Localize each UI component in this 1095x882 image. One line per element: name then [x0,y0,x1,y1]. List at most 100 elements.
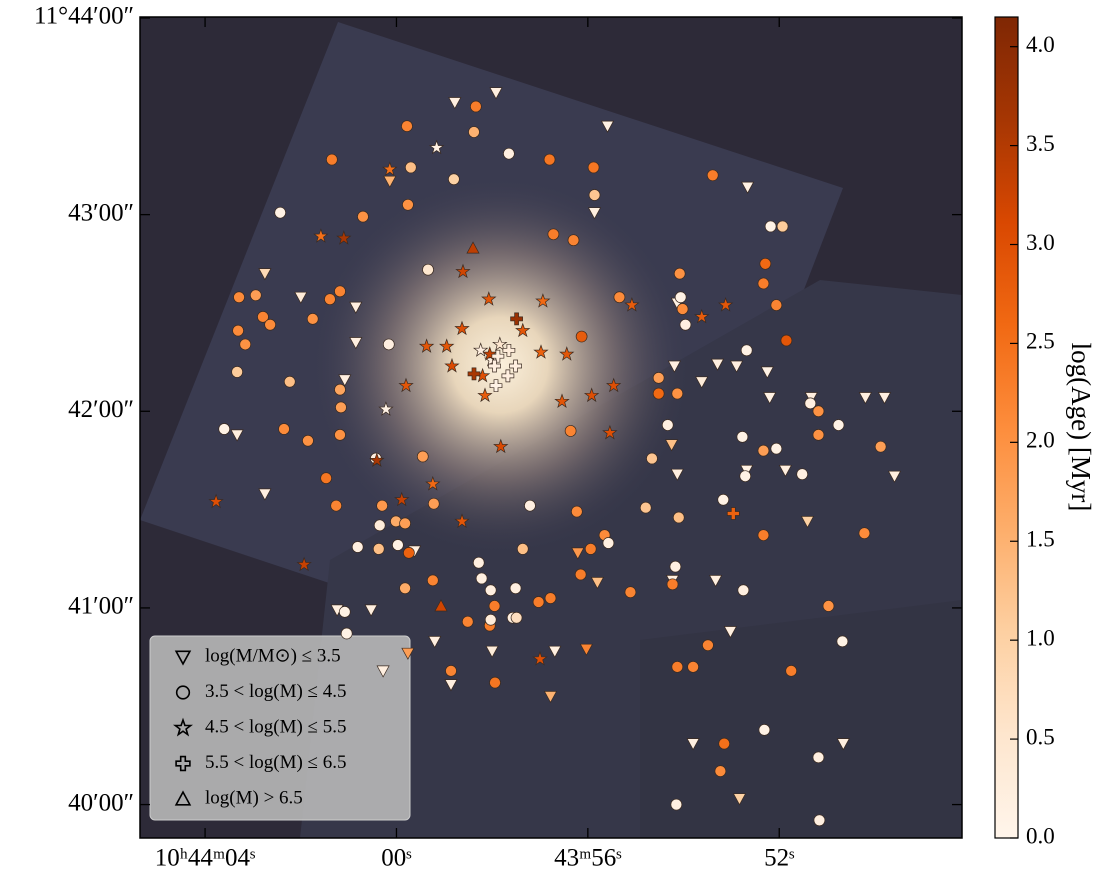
data-point [778,464,792,478]
data-point [590,577,604,590]
data-point [258,488,272,501]
data-point [575,330,588,343]
data-point [422,263,434,276]
data-point [822,600,835,612]
data-point [398,377,414,393]
data-point [524,499,536,512]
data-point [726,507,740,520]
legend: log(M/M⊙) ≤ 3.5 3.5 < log(M) ≤ 4.5 4.5 < l… [149,635,411,821]
legend-label: 4.5 < log(M) ≤ 5.5 [205,716,346,737]
data-point [324,293,336,306]
data-point [714,765,727,777]
data-point [737,584,750,597]
data-point [338,374,352,387]
data-point [208,493,224,509]
data-point [454,320,470,336]
data-point [812,429,825,441]
data-point [564,425,577,437]
data-point [485,645,499,658]
data-point [334,285,346,298]
data-point [232,324,244,337]
data-point [533,344,549,359]
x-tick-label: 10ʰ44ᵐ04ˢ [155,845,256,872]
data-point [516,543,529,555]
data-point [739,470,752,483]
data-point [567,234,580,247]
data-point [836,635,849,648]
data-point [887,470,902,483]
data-point [515,322,531,338]
data-point [296,556,312,572]
data-point [426,574,439,587]
data-point [334,429,346,441]
data-point [489,379,503,393]
data-point [418,338,435,353]
data-point [484,584,497,597]
data-point [489,87,503,100]
data-point [602,537,615,549]
data-point [434,599,448,612]
data-point [477,387,493,403]
data-point [349,337,363,350]
data-point [468,126,480,138]
data-point [544,592,557,604]
data-point [472,556,485,569]
data-point [812,751,825,764]
data-point [338,606,351,618]
data-point [730,360,744,373]
data-point [670,798,683,811]
data-point [666,578,679,591]
data-point [445,665,457,677]
colorbar-tick-label: 2.0 [1026,428,1055,453]
data-point [503,147,515,160]
data-point [718,737,731,750]
data-point [401,647,415,660]
data-point [428,636,442,649]
data-point [695,376,709,389]
data-point [294,291,308,304]
data-point [741,181,755,194]
data-point [492,336,508,351]
data-point [669,560,682,573]
data-point [717,493,730,506]
data-point [652,371,665,384]
data-point [404,161,417,174]
data-point [467,367,481,381]
data-point [416,450,429,463]
data-point [776,220,789,233]
data-point [372,543,385,555]
data-point [448,97,462,110]
data-point [661,419,674,431]
data-point [501,369,515,383]
colorbar-tick-label: 3.5 [1026,131,1055,156]
data-point [710,358,725,371]
data-point [535,293,551,308]
data-point [233,291,245,304]
data-point [602,424,618,440]
data-point [770,299,783,311]
data-point [481,291,497,306]
data-point [278,423,290,435]
data-point [559,346,575,361]
data-point [624,586,637,599]
data-point [488,359,501,373]
colorbar-tick-label: 3.0 [1026,230,1055,255]
data-point [313,228,329,243]
data-point [858,392,872,405]
data-point [652,387,665,400]
legend-marker [172,717,194,737]
data-point [543,153,556,166]
data-point [493,438,509,454]
data-point [571,547,585,560]
data-point [470,100,482,113]
data-point [364,604,378,617]
data-point [326,153,338,166]
data-point [587,161,600,174]
legend-label: 5.5 < log(M) ≤ 6.5 [205,752,346,773]
data-point [679,318,692,331]
data-point [401,120,413,132]
data-point [335,401,347,414]
y-tick-label: 41′00″ [68,593,134,620]
data-point [600,120,615,133]
data-point [428,139,445,155]
